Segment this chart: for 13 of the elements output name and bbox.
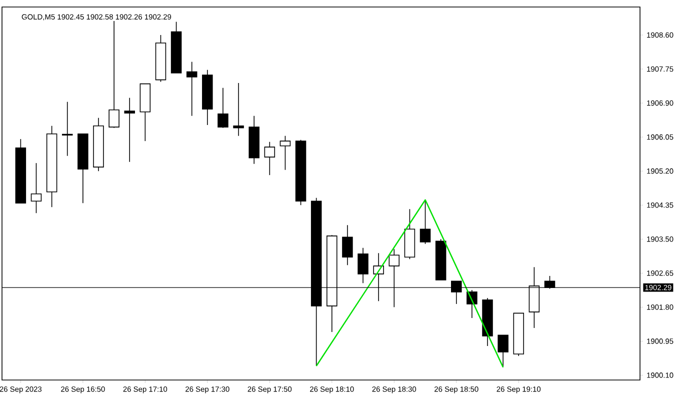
candlestick	[264, 141, 276, 176]
candlestick	[62, 101, 73, 156]
candlestick	[233, 82, 244, 136]
candlestick	[30, 162, 42, 214]
candlestick	[218, 87, 228, 128]
candlestick	[108, 20, 120, 128]
candlestick	[124, 97, 135, 162]
candlestick	[342, 224, 353, 266]
candlestick	[420, 200, 431, 244]
candlestick	[280, 135, 291, 170]
candlestick	[186, 61, 198, 116]
candlestick	[498, 334, 508, 368]
candlestick	[358, 248, 368, 284]
